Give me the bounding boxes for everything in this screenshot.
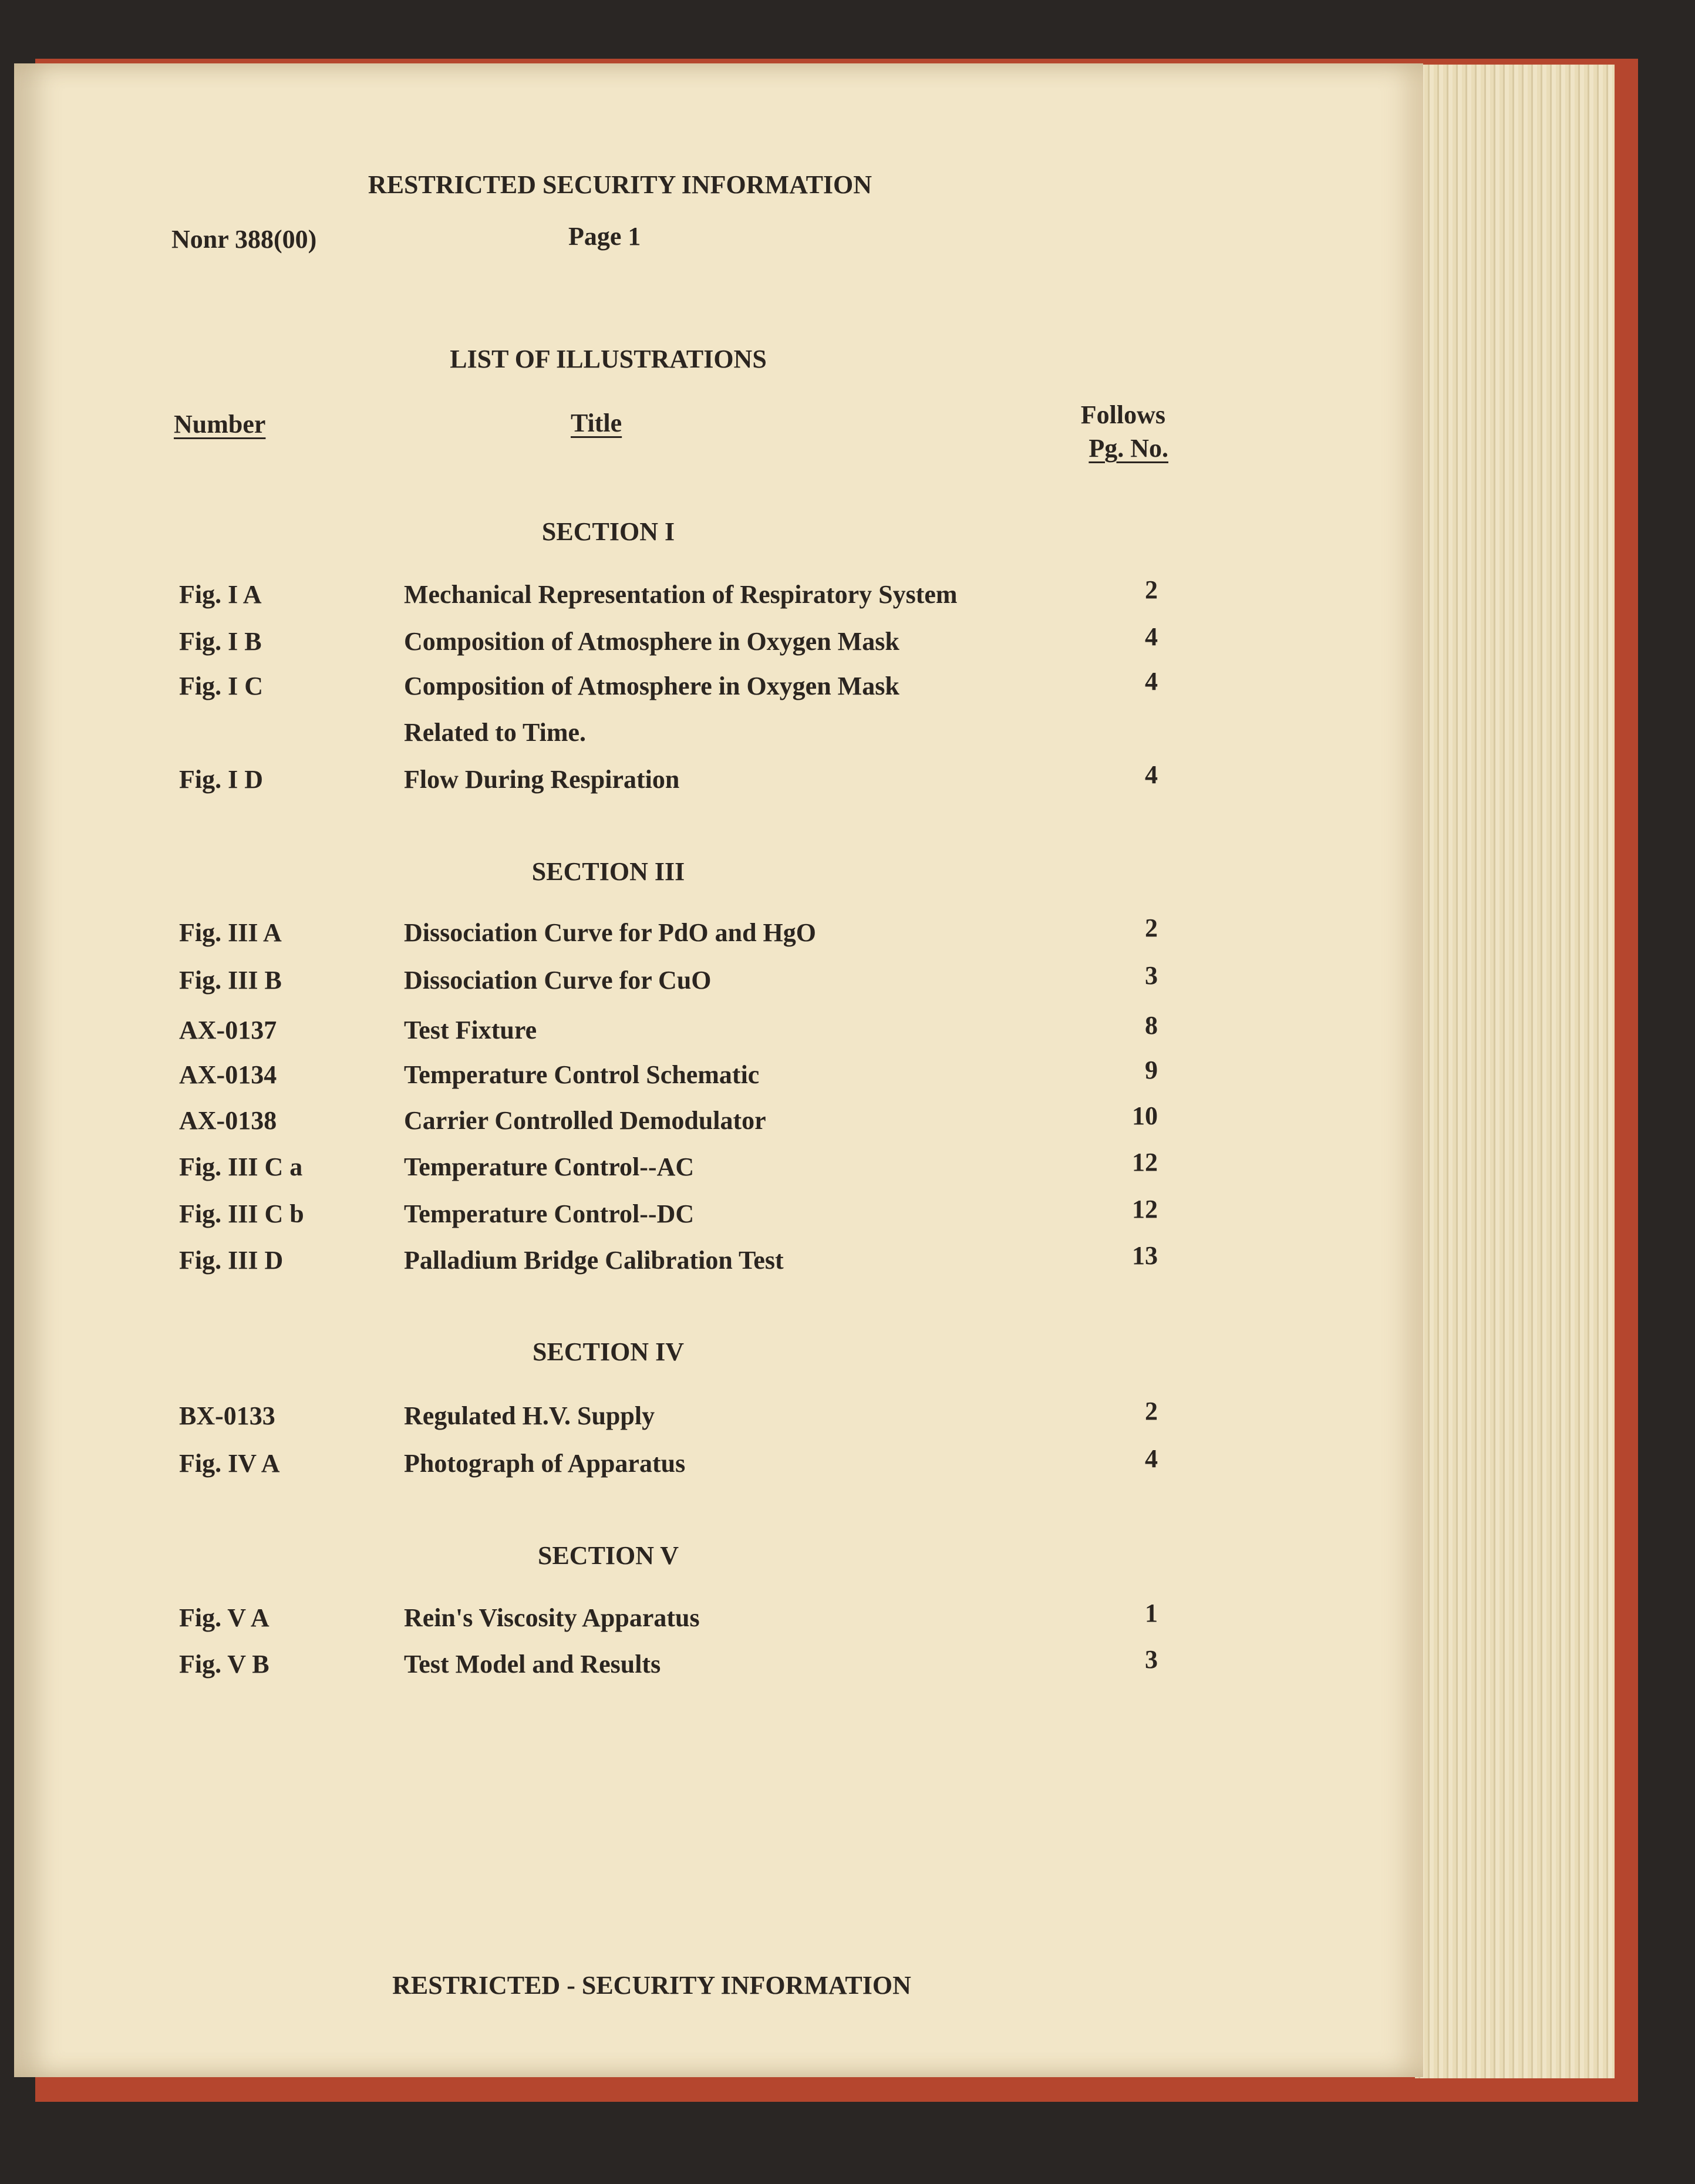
figure-title: Dissociation Curve for CuO [404, 966, 712, 995]
follows-page: 4 [1145, 667, 1158, 696]
figure-title: Rein's Viscosity Apparatus [404, 1603, 700, 1632]
section-heading: SECTION IV [533, 1337, 684, 1366]
figure-number: Fig. III C b [179, 1199, 304, 1228]
figure-title: Regulated H.V. Supply [404, 1401, 655, 1430]
figure-number: Fig. I B [179, 627, 262, 656]
figure-title: Temperature Control--DC [404, 1199, 695, 1228]
figure-title: Test Fixture [404, 1016, 537, 1044]
figure-number: Fig. IV A [179, 1449, 280, 1478]
follows-page: 3 [1145, 1645, 1158, 1674]
follows-page: 2 [1145, 1397, 1158, 1425]
follows-page: 2 [1145, 914, 1158, 942]
section-heading: SECTION I [541, 517, 675, 546]
follows-page: 12 [1132, 1195, 1158, 1224]
figure-number: Fig. V A [179, 1603, 269, 1632]
column-number: Number [174, 410, 266, 439]
classification: RESTRICTED SECURITY INFORMATION [368, 170, 872, 199]
section-heading: SECTION III [531, 857, 685, 886]
figure-title: Composition of Atmosphere in Oxygen Mask [404, 672, 899, 700]
follows-page: 12 [1132, 1148, 1158, 1177]
footer: RESTRICTED - SECURITY INFORMATION [392, 1971, 911, 2000]
page-number: Page 1 [568, 222, 641, 251]
follows-page: 4 [1145, 622, 1158, 651]
follows-page: 13 [1132, 1241, 1158, 1270]
follows-page: 8 [1145, 1011, 1158, 1040]
figure-title: Temperature Control Schematic [404, 1060, 760, 1089]
column-title: Title [571, 409, 622, 437]
figure-number: BX-0133 [179, 1401, 275, 1430]
list-title: LIST OF ILLUSTRATIONS [450, 345, 767, 373]
follows-page: 2 [1145, 575, 1158, 604]
figure-title: Photograph of Apparatus [404, 1449, 686, 1478]
figure-number: Fig. III C a [179, 1152, 303, 1181]
figure-number: AX-0137 [179, 1016, 277, 1044]
figure-number: Fig. III A [179, 918, 282, 947]
contract: Nonr 388(00) [171, 225, 317, 254]
figure-number: Fig. I C [179, 672, 263, 700]
figure-number: Fig. I D [179, 765, 263, 794]
figure-title: Test Model and Results [404, 1650, 661, 1679]
figure-number: Fig. III D [179, 1246, 284, 1275]
figure-number: Fig. III B [179, 966, 282, 995]
follows-page: 10 [1132, 1101, 1158, 1130]
figure-title: Palladium Bridge Calibration Test [404, 1246, 784, 1275]
section-heading: SECTION V [537, 1541, 679, 1570]
follows-page: 4 [1145, 1444, 1158, 1473]
column-page: Follows [1080, 400, 1165, 429]
page-edges [1415, 65, 1615, 2078]
figure-number: AX-0138 [179, 1106, 277, 1135]
follows-page: 1 [1145, 1599, 1158, 1627]
figure-title: Temperature Control--AC [404, 1152, 695, 1181]
figure-number: Fig. I A [179, 580, 262, 609]
figure-title: Mechanical Representation of Respiratory… [404, 580, 958, 609]
figure-title: Flow During Respiration [404, 765, 680, 794]
figure-title: Related to Time. [404, 718, 586, 747]
figure-number: Fig. V B [179, 1650, 269, 1679]
follows-page: 4 [1145, 760, 1158, 789]
follows-page: 9 [1145, 1056, 1158, 1084]
page [14, 63, 1423, 2077]
column-page: Pg. No. [1089, 434, 1168, 463]
figure-title: Carrier Controlled Demodulator [404, 1106, 766, 1135]
follows-page: 3 [1145, 961, 1158, 990]
figure-title: Dissociation Curve for PdO and HgO [404, 918, 817, 947]
figure-title: Composition of Atmosphere in Oxygen Mask [404, 627, 899, 656]
figure-number: AX-0134 [179, 1060, 277, 1089]
